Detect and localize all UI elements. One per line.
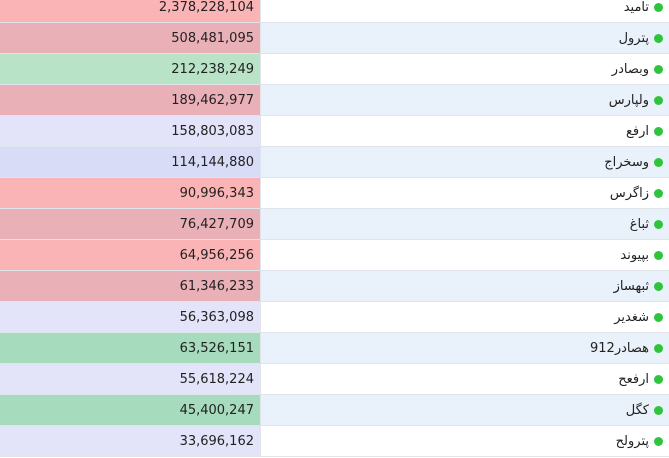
symbol-cell[interactable]: پترول (260, 23, 669, 53)
symbol-cell[interactable]: ثباغ (260, 209, 669, 239)
table-row[interactable]: 56,363,098 شغدیر (0, 302, 669, 333)
table-row[interactable]: 212,238,249 وبصادر (0, 54, 669, 85)
symbol-label[interactable]: پترول (618, 31, 649, 46)
table-row[interactable]: 508,481,095 پترول (0, 23, 669, 54)
symbol-cell[interactable]: ارفع (260, 116, 669, 146)
symbol-cell[interactable]: شغدیر (260, 302, 669, 332)
symbol-cell[interactable]: هصادر912 (260, 333, 669, 363)
value-cell: 508,481,095 (0, 23, 260, 53)
symbol-label[interactable]: وبصادر (611, 62, 649, 77)
symbol-cell[interactable]: ثبهساز (260, 271, 669, 301)
status-dot-icon (654, 375, 663, 384)
status-dot-icon (654, 3, 663, 12)
symbol-label[interactable]: ثبهساز (613, 279, 649, 294)
value-cell: 158,803,083 (0, 116, 260, 146)
symbol-cell[interactable]: زاگرس (260, 178, 669, 208)
symbol-label[interactable]: ارفعح (618, 372, 649, 387)
status-dot-icon (654, 437, 663, 446)
symbol-label[interactable]: ولپارس (608, 93, 649, 108)
symbol-label[interactable]: بپیوند (620, 248, 649, 263)
symbol-label[interactable]: تامید (623, 0, 649, 15)
table-row[interactable]: 61,346,233 ثبهساز (0, 271, 669, 302)
symbol-cell[interactable]: ولپارس (260, 85, 669, 115)
status-dot-icon (654, 127, 663, 136)
symbol-cell[interactable]: وبصادر (260, 54, 669, 84)
value-cell: 114,144,880 (0, 147, 260, 177)
table-row[interactable]: 45,400,247 کگل (0, 395, 669, 426)
value-cell: 76,427,709 (0, 209, 260, 239)
value-cell: 189,462,977 (0, 85, 260, 115)
symbol-label[interactable]: شغدیر (614, 310, 649, 325)
symbol-label[interactable]: ارفع (625, 124, 649, 139)
status-dot-icon (654, 282, 663, 291)
symbol-label[interactable]: زاگرس (609, 186, 649, 201)
table-row[interactable]: 158,803,083 ارفع (0, 116, 669, 147)
status-dot-icon (654, 65, 663, 74)
table-row[interactable]: 63,526,151 هصادر912 (0, 333, 669, 364)
status-dot-icon (654, 406, 663, 415)
symbol-cell[interactable]: پترولح (260, 426, 669, 456)
value-cell: 212,238,249 (0, 54, 260, 84)
table-row[interactable]: 114,144,880 وسخراج (0, 147, 669, 178)
symbol-cell[interactable]: ارفعح (260, 364, 669, 394)
value-cell: 90,996,343 (0, 178, 260, 208)
status-dot-icon (654, 96, 663, 105)
table-row[interactable]: 189,462,977 ولپارس (0, 85, 669, 116)
value-cell: 56,363,098 (0, 302, 260, 332)
table-row[interactable]: 90,996,343 زاگرس (0, 178, 669, 209)
symbol-label[interactable]: پترولح (615, 434, 649, 449)
value-cell: 55,618,224 (0, 364, 260, 394)
value-cell: 63,526,151 (0, 333, 260, 363)
value-cell: 64,956,256 (0, 240, 260, 270)
symbol-label[interactable]: ثباغ (629, 217, 649, 232)
table-row[interactable]: 2,378,228,104 تامید (0, 0, 669, 23)
status-dot-icon (654, 189, 663, 198)
table-row[interactable]: 76,427,709 ثباغ (0, 209, 669, 240)
status-dot-icon (654, 220, 663, 229)
symbol-label[interactable]: کگل (625, 403, 649, 418)
symbol-cell[interactable]: کگل (260, 395, 669, 425)
status-dot-icon (654, 34, 663, 43)
status-dot-icon (654, 251, 663, 260)
symbol-cell[interactable]: وسخراج (260, 147, 669, 177)
value-cell: 61,346,233 (0, 271, 260, 301)
status-dot-icon (654, 313, 663, 322)
table-row[interactable]: 64,956,256 بپیوند (0, 240, 669, 271)
symbol-label[interactable]: وسخراج (604, 155, 649, 170)
symbol-label[interactable]: هصادر912 (590, 341, 649, 356)
table-row[interactable]: 55,618,224 ارفعح (0, 364, 669, 395)
value-cell: 33,696,162 (0, 426, 260, 456)
value-cell: 2,378,228,104 (0, 0, 260, 22)
table-row[interactable]: 33,696,162 پترولح (0, 426, 669, 457)
symbol-cell[interactable]: تامید (260, 0, 669, 22)
status-dot-icon (654, 344, 663, 353)
value-cell: 45,400,247 (0, 395, 260, 425)
status-dot-icon (654, 158, 663, 167)
symbol-cell[interactable]: بپیوند (260, 240, 669, 270)
